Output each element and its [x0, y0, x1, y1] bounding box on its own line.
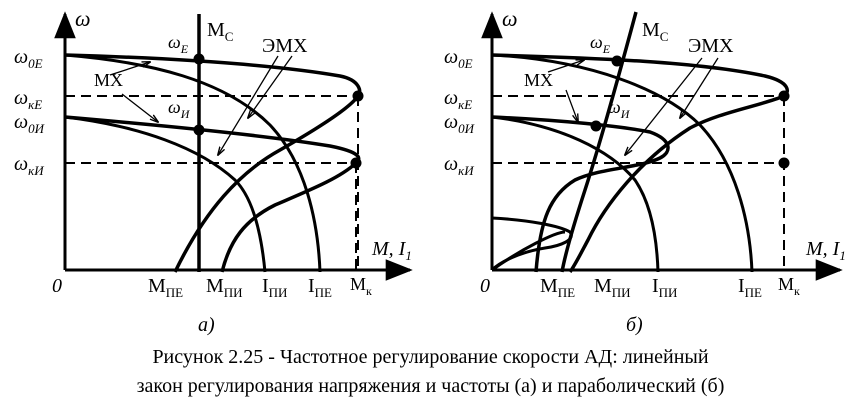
panel-b-label-omega-ki: ωкИ: [444, 153, 474, 178]
panel-a-label-omega-i: ωИ: [168, 97, 191, 121]
panel-b-label-i-pe: IПЕ: [738, 275, 762, 300]
panel-b-label-m-pe: MПЕ: [540, 275, 575, 300]
panel-b-emx-i: [491, 115, 660, 273]
panel-b-label-emx: ЭМХ: [688, 35, 734, 57]
caption-line-1: Рисунок 2.25 - Частотное регулирование с…: [152, 346, 709, 368]
panel-a-label-m-pe: MПЕ: [148, 275, 183, 300]
panel-a-label-mx: МХ: [94, 70, 123, 90]
panel-a: ω M, I1 0 ω0E ωкЕ ω0И ωкИ MПЕ MПИ IПИ IП…: [14, 6, 413, 300]
panel-b-axis-x-label: M, I1: [805, 238, 846, 263]
panel-b-emx-low: [491, 230, 566, 272]
panel-a-mx-i: [64, 115, 361, 273]
panel-b-label-omega-ke: ωкЕ: [444, 87, 472, 112]
panel-a-label-i-pi: IПИ: [262, 275, 287, 300]
panel-a-emx-e: [64, 53, 322, 273]
panel-a-point-omega-e: [193, 53, 205, 65]
caption-line-2: закон регулирования напряжения и частоты…: [136, 375, 725, 397]
panel-b-point-omega-i: [590, 120, 602, 132]
panel-a-label-i-pe: IПЕ: [308, 275, 332, 300]
panel-b-mx-e: [491, 53, 789, 274]
panel-a-label-mc: MC: [207, 19, 233, 44]
panel-b-label-m-k: Mк: [778, 274, 800, 298]
figure-diagrams: ω M, I1 0 ω0E ωкЕ ω0И ωкИ MПЕ MПИ IПИ IП…: [14, 6, 846, 300]
panel-a-label-m-pi: MПИ: [206, 275, 243, 300]
panel-b-origin: 0: [480, 275, 490, 297]
panel-b-mc-line: [560, 11, 638, 273]
panel-a-point-omega-i: [193, 124, 205, 136]
panel-b-label-omega-0e: ω0E: [444, 46, 473, 71]
panel-b-label-i-pi: IПИ: [652, 275, 677, 300]
panel-a-point-ke: [352, 90, 364, 102]
panel-a-point-ki: [350, 157, 362, 169]
panel-b-point-ke: [778, 90, 790, 102]
panel-b-point-omega-e: [611, 55, 623, 67]
panel-a-label-omega-0i: ω0И: [14, 111, 45, 136]
panel-b-label-mx: МХ: [524, 70, 553, 90]
panel-b-point-ki: [778, 157, 790, 169]
panel-b: ω M, I1 0 ω0E ωкЕ ω0И ωкИ MПЕ MПИ IПИ IП…: [444, 6, 846, 300]
panel-a-axis-y-label: ω: [75, 6, 91, 31]
panel-a-origin: 0: [52, 275, 62, 297]
panel-b-label-m-pi: MПИ: [594, 275, 631, 300]
panel-a-leaders: [109, 55, 293, 155]
panel-b-label-omega-i: ωИ: [608, 97, 631, 121]
panel-a-label-emx: ЭМХ: [262, 35, 308, 57]
panel-b-leaders: [547, 57, 719, 155]
panel-a-label-omega-ki: ωкИ: [14, 153, 44, 178]
panel-b-label-mc: MC: [642, 19, 668, 44]
panel-a-label-omega-e: ωE: [168, 32, 189, 56]
panel-b-sublabel: б): [626, 314, 643, 336]
panel-a-emx-i: [64, 115, 267, 273]
panel-b-label-omega-0i: ω0И: [444, 111, 475, 136]
panel-a-axis-x-label: M, I1: [371, 238, 412, 263]
panel-b-label-omega-e: ωE: [590, 32, 611, 56]
panel-a-label-omega-ke: ωкЕ: [14, 87, 42, 112]
panel-b-axis-y-label: ω: [502, 6, 518, 31]
panel-a-label-m-k: Mк: [350, 274, 372, 298]
panel-a-label-omega-0e: ω0E: [14, 46, 43, 71]
panel-a-sublabel: а): [198, 314, 215, 336]
